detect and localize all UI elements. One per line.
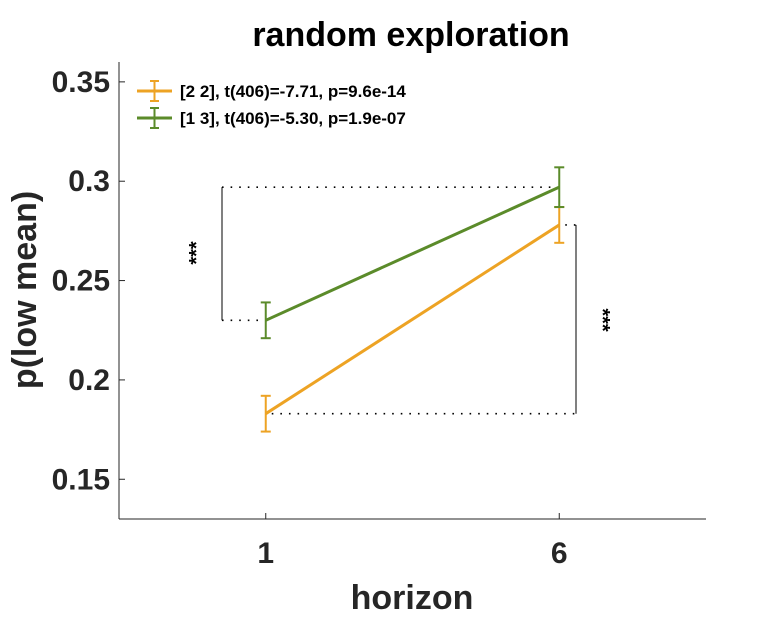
chart-title: random exploration — [252, 16, 569, 54]
series-2-line — [265, 185, 560, 322]
y-tick-label: 0.3 — [68, 165, 110, 198]
series-1-line — [264, 223, 561, 415]
legend-entry-2: [1 3], t(406)=-5.30, p=1.9e-07 — [137, 107, 406, 129]
series-1-errorbar — [554, 206, 565, 244]
legend: [2 2], t(406)=-7.71, p=9.6e-14 [1 3], t(… — [137, 80, 406, 129]
data-series — [260, 166, 565, 433]
y-tick-label: 0.15 — [52, 463, 110, 496]
x-tick-label: 6 — [551, 537, 568, 570]
y-tick-label: 0.35 — [52, 66, 110, 99]
legend-label-series-2: [1 3], t(406)=-5.30, p=1.9e-07 — [180, 109, 406, 128]
y-tick-label: 0.2 — [68, 364, 110, 397]
x-tick-label: 1 — [257, 537, 274, 570]
significance-label-horizon-6: *** — [591, 308, 613, 332]
legend-swatch-series-1 — [137, 80, 172, 102]
legend-swatch-series-2 — [137, 107, 172, 129]
significance-brackets — [221, 186, 577, 415]
significance-label-horizon-1: *** — [186, 241, 208, 265]
legend-label-series-1: [2 2], t(406)=-7.71, p=9.6e-14 — [180, 82, 406, 101]
series-1-errorbar — [260, 394, 271, 433]
legend-entry-1: [2 2], t(406)=-7.71, p=9.6e-14 — [137, 80, 406, 102]
series-2-errorbar — [554, 166, 565, 209]
x-axis-label: horizon — [351, 579, 474, 617]
axes — [118, 62, 706, 520]
y-ticks: 0.15 0.2 0.25 0.3 0.35 — [52, 66, 125, 496]
y-axis-label: p(low mean) — [6, 191, 44, 389]
series-2-errorbar — [260, 301, 271, 340]
y-tick-label: 0.25 — [52, 265, 110, 298]
